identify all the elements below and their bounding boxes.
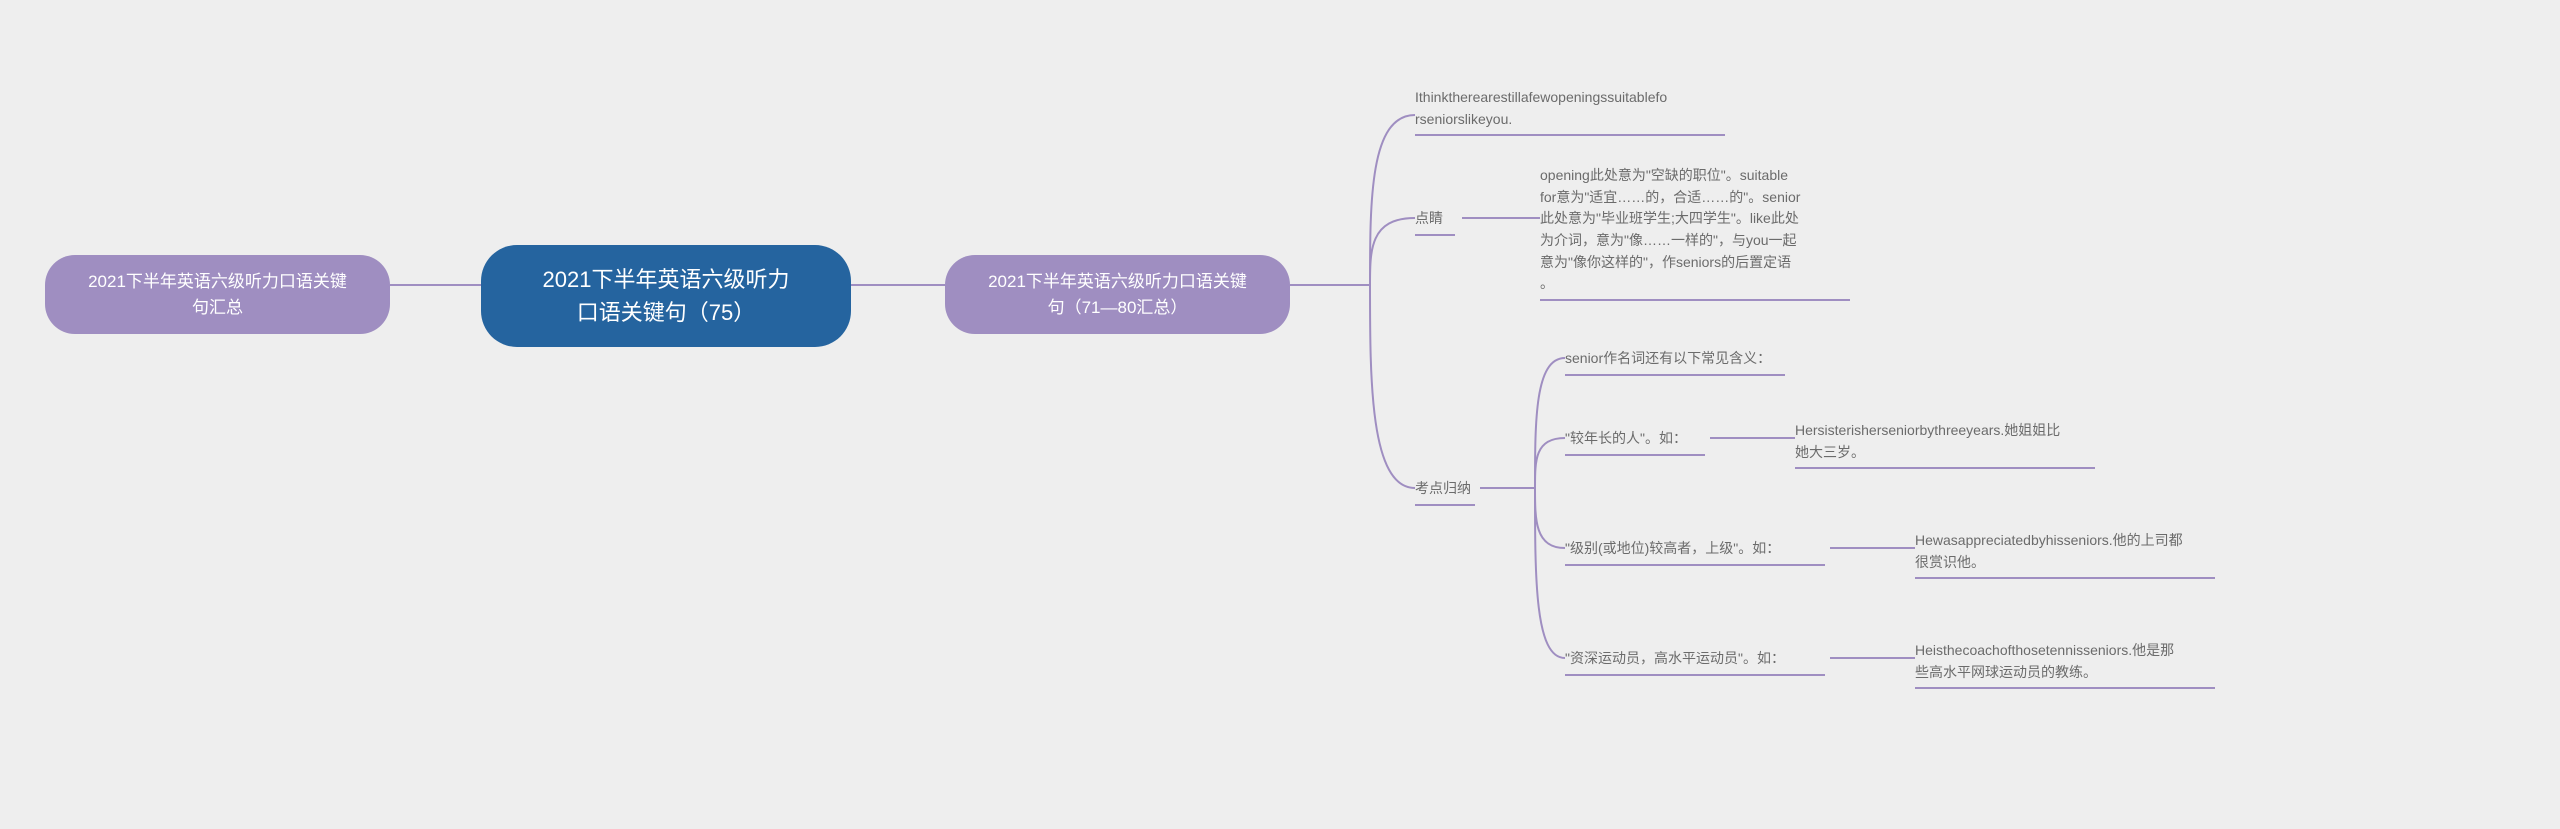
m2-l1: Hewasappreciatedbyhisseniors.他的上司都 bbox=[1915, 532, 2183, 548]
node-meaning2-text[interactable]: Hewasappreciatedbyhisseniors.他的上司都 很赏识他。 bbox=[1915, 530, 2215, 579]
node-dianjing-label[interactable]: 点睛 bbox=[1415, 208, 1455, 236]
dianjing-l1: opening此处意为"空缺的职位"。suitable bbox=[1540, 167, 1788, 183]
sentence-line1: Ithinktherearestillafewopeningssuitablef… bbox=[1415, 89, 1667, 105]
dianjing-l2: for意为"适宜……的，合适……的"。senior bbox=[1540, 189, 1800, 205]
m1-label: "较年长的人"。如： bbox=[1565, 430, 1687, 446]
node-sentence[interactable]: Ithinktherearestillafewopeningssuitablef… bbox=[1415, 87, 1725, 136]
dianjing-l3: 此处意为"毕业班学生;大四学生"。like此处 bbox=[1540, 210, 1799, 226]
senior-intro-text: senior作名词还有以下常见含义： bbox=[1565, 350, 1771, 366]
m2-label: "级别(或地位)较高者，上级"。如： bbox=[1565, 540, 1780, 556]
branch-left[interactable]: 2021下半年英语六级听力口语关键 句汇总 bbox=[45, 255, 390, 334]
node-meaning3-label[interactable]: "资深运动员，高水平运动员"。如： bbox=[1565, 648, 1825, 676]
branch-right[interactable]: 2021下半年英语六级听力口语关键 句（71—80汇总） bbox=[945, 255, 1290, 334]
node-meaning1-label[interactable]: "较年长的人"。如： bbox=[1565, 428, 1705, 456]
sentence-line2: rseniorslikeyou. bbox=[1415, 111, 1512, 127]
m1-l1: Hersisterisherseniorbythreeyears.她姐姐比 bbox=[1795, 422, 2060, 438]
m3-label: "资深运动员，高水平运动员"。如： bbox=[1565, 650, 1785, 666]
dianjing-l6: 。 bbox=[1540, 275, 1554, 291]
connectors bbox=[0, 0, 2560, 829]
m2-l2: 很赏识他。 bbox=[1915, 554, 1985, 570]
node-dianjing-text[interactable]: opening此处意为"空缺的职位"。suitable for意为"适宜……的，… bbox=[1540, 165, 1850, 301]
dianjing-l5: 意为"像你这样的"，作seniors的后置定语 bbox=[1540, 254, 1791, 270]
m3-l1: Heisthecoachofthosetennisseniors.他是那 bbox=[1915, 642, 2174, 658]
right-line2: 句（71—80汇总） bbox=[1048, 298, 1188, 317]
m3-l2: 些高水平网球运动员的教练。 bbox=[1915, 664, 2097, 680]
node-meaning2-label[interactable]: "级别(或地位)较高者，上级"。如： bbox=[1565, 538, 1825, 566]
left-line1: 2021下半年英语六级听力口语关键 bbox=[88, 272, 347, 291]
root-line1: 2021下半年英语六级听力 bbox=[543, 267, 790, 292]
mindmap-root[interactable]: 2021下半年英语六级听力 口语关键句（75） bbox=[481, 245, 851, 347]
node-senior-intro[interactable]: senior作名词还有以下常见含义： bbox=[1565, 348, 1785, 376]
m1-l2: 她大三岁。 bbox=[1795, 444, 1865, 460]
node-meaning3-text[interactable]: Heisthecoachofthosetennisseniors.他是那 些高水… bbox=[1915, 640, 2215, 689]
right-line1: 2021下半年英语六级听力口语关键 bbox=[988, 272, 1247, 291]
node-meaning1-text[interactable]: Hersisterisherseniorbythreeyears.她姐姐比 她大… bbox=[1795, 420, 2095, 469]
dianjing-l4: 为介词，意为"像……一样的"，与you一起 bbox=[1540, 232, 1797, 248]
root-line2: 口语关键句（75） bbox=[577, 300, 755, 325]
dianjing-label-text: 点睛 bbox=[1415, 210, 1443, 226]
left-line2: 句汇总 bbox=[192, 298, 243, 317]
kaodian-label-text: 考点归纳 bbox=[1415, 480, 1471, 496]
node-kaodian-label[interactable]: 考点归纳 bbox=[1415, 478, 1475, 506]
